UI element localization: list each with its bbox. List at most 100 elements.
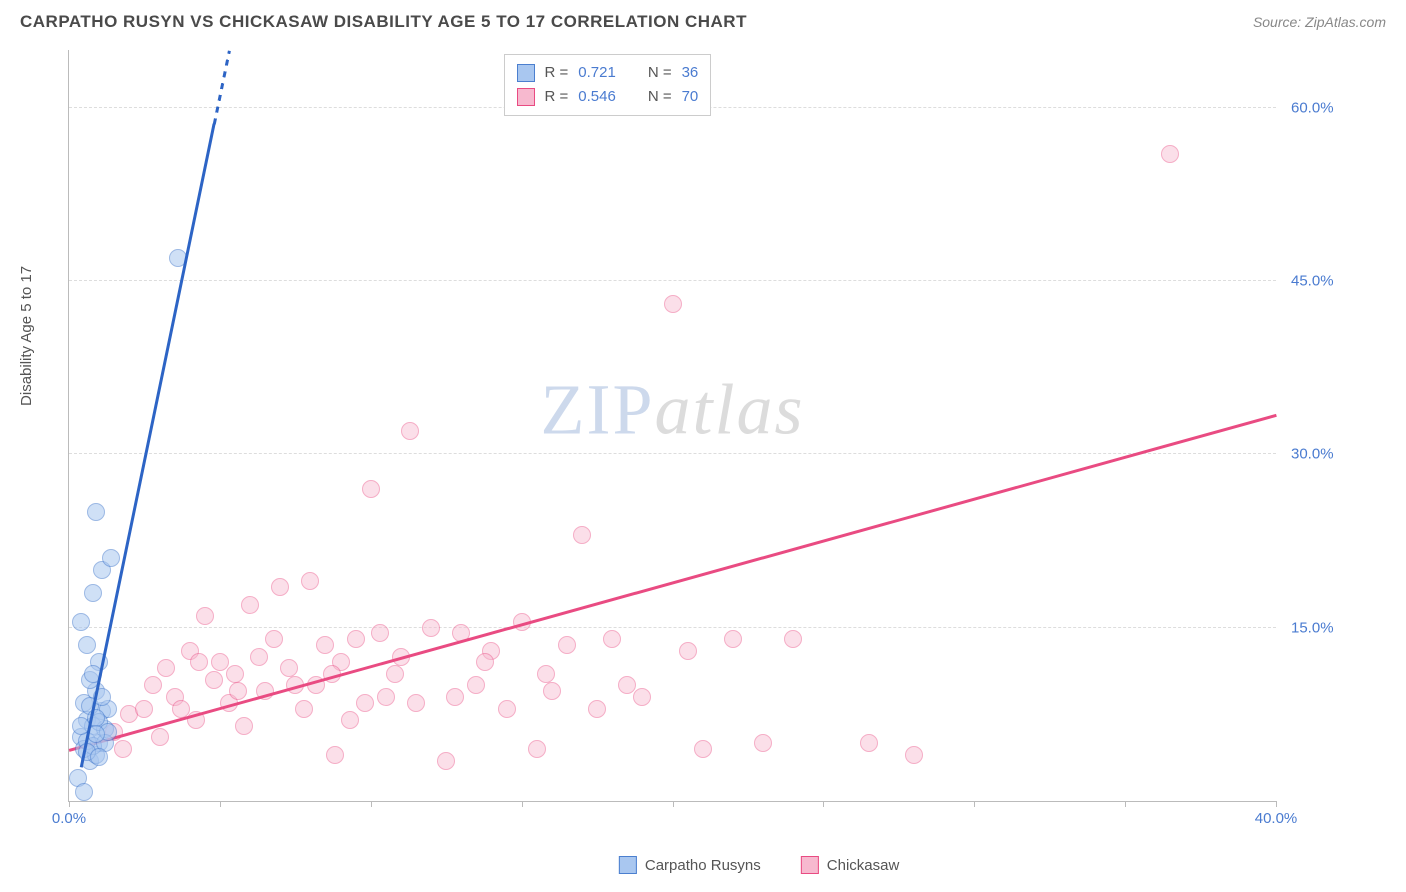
chickasaw-point	[543, 682, 561, 700]
chickasaw-point	[724, 630, 742, 648]
gridline	[69, 453, 1276, 454]
x-tick-mark	[371, 801, 372, 807]
chickasaw-point	[144, 676, 162, 694]
chickasaw-point	[401, 422, 419, 440]
chickasaw-point	[603, 630, 621, 648]
r-label: R =	[545, 61, 569, 85]
chickasaw-point	[528, 740, 546, 758]
chickasaw-point	[356, 694, 374, 712]
chickasaw-point	[271, 578, 289, 596]
x-tick-mark	[974, 801, 975, 807]
chickasaw-point	[196, 607, 214, 625]
chickasaw-point	[377, 688, 395, 706]
chickasaw-point	[205, 671, 223, 689]
carpatho-point	[84, 584, 102, 602]
x-tick-mark	[673, 801, 674, 807]
y-tick-label: 60.0%	[1291, 99, 1371, 116]
x-tick-mark	[1276, 801, 1277, 807]
carpatho-trendline	[80, 124, 215, 768]
scatter-plot: ZIPatlas 15.0%30.0%45.0%60.0%0.0%40.0%R …	[68, 50, 1276, 802]
chickasaw-point	[250, 648, 268, 666]
carpatho-point	[90, 748, 108, 766]
chickasaw-point	[386, 665, 404, 683]
x-tick-label: 40.0%	[1255, 810, 1298, 827]
stats-legend-row: R =0.546N =70	[517, 85, 699, 109]
chickasaw-point	[467, 676, 485, 694]
chickasaw-point	[446, 688, 464, 706]
chickasaw-point	[664, 295, 682, 313]
chickasaw-point	[437, 752, 455, 770]
chickasaw-point	[558, 636, 576, 654]
chickasaw-point	[422, 619, 440, 637]
chickasaw-point	[476, 653, 494, 671]
chickasaw-point	[114, 740, 132, 758]
r-value: 0.721	[578, 61, 616, 85]
chickasaw-point	[347, 630, 365, 648]
chickasaw-point	[588, 700, 606, 718]
y-tick-label: 30.0%	[1291, 446, 1371, 463]
chickasaw-point	[226, 665, 244, 683]
swatch-chickasaw	[517, 88, 535, 106]
carpatho-point	[72, 613, 90, 631]
y-axis-label: Disability Age 5 to 17	[18, 266, 35, 406]
gridline	[69, 280, 1276, 281]
chickasaw-point	[694, 740, 712, 758]
chickasaw-point	[135, 700, 153, 718]
x-tick-mark	[220, 801, 221, 807]
swatch-chickasaw	[801, 856, 819, 874]
x-tick-mark	[823, 801, 824, 807]
chickasaw-point	[754, 734, 772, 752]
chickasaw-point	[229, 682, 247, 700]
chickasaw-point	[316, 636, 334, 654]
n-value: 70	[682, 85, 699, 109]
page-title: CARPATHO RUSYN VS CHICKASAW DISABILITY A…	[20, 12, 747, 32]
chickasaw-point	[190, 653, 208, 671]
chickasaw-point	[301, 572, 319, 590]
y-tick-label: 45.0%	[1291, 273, 1371, 290]
chickasaw-point	[633, 688, 651, 706]
watermark: ZIPatlas	[540, 369, 804, 452]
stats-legend: R = 0.721 N = 36R =0.546N =70	[504, 54, 712, 116]
chickasaw-point	[1161, 145, 1179, 163]
chickasaw-point	[371, 624, 389, 642]
x-tick-mark	[69, 801, 70, 807]
chickasaw-point	[498, 700, 516, 718]
carpatho-trendline	[213, 51, 231, 125]
chart-area: Disability Age 5 to 17 ZIPatlas 15.0%30.…	[50, 50, 1386, 832]
chickasaw-trendline	[69, 414, 1277, 751]
chickasaw-point	[280, 659, 298, 677]
swatch-carpatho	[517, 64, 535, 82]
chickasaw-point	[341, 711, 359, 729]
source-label: Source: ZipAtlas.com	[1253, 14, 1386, 30]
chickasaw-point	[295, 700, 313, 718]
legend-item-chickasaw: Chickasaw	[801, 856, 900, 874]
chickasaw-point	[618, 676, 636, 694]
chickasaw-point	[265, 630, 283, 648]
chickasaw-point	[573, 526, 591, 544]
y-tick-label: 15.0%	[1291, 619, 1371, 636]
stats-legend-row: R = 0.721 N = 36	[517, 61, 699, 85]
carpatho-point	[78, 636, 96, 654]
legend-label-carpatho: Carpatho Rusyns	[645, 857, 761, 874]
x-tick-mark	[522, 801, 523, 807]
x-tick-label: 0.0%	[52, 810, 86, 827]
chickasaw-point	[362, 480, 380, 498]
swatch-carpatho	[619, 856, 637, 874]
legend-label-chickasaw: Chickasaw	[827, 857, 900, 874]
chickasaw-point	[407, 694, 425, 712]
chickasaw-point	[172, 700, 190, 718]
chickasaw-point	[679, 642, 697, 660]
n-value: 36	[682, 61, 699, 85]
bottom-legend: Carpatho Rusyns Chickasaw	[619, 856, 899, 874]
chickasaw-point	[905, 746, 923, 764]
chickasaw-point	[326, 746, 344, 764]
carpatho-point	[102, 549, 120, 567]
chickasaw-point	[241, 596, 259, 614]
x-tick-mark	[1125, 801, 1126, 807]
gridline	[69, 627, 1276, 628]
n-label: N =	[648, 61, 672, 85]
chickasaw-point	[235, 717, 253, 735]
chickasaw-point	[151, 728, 169, 746]
chickasaw-point	[157, 659, 175, 677]
carpatho-point	[87, 503, 105, 521]
